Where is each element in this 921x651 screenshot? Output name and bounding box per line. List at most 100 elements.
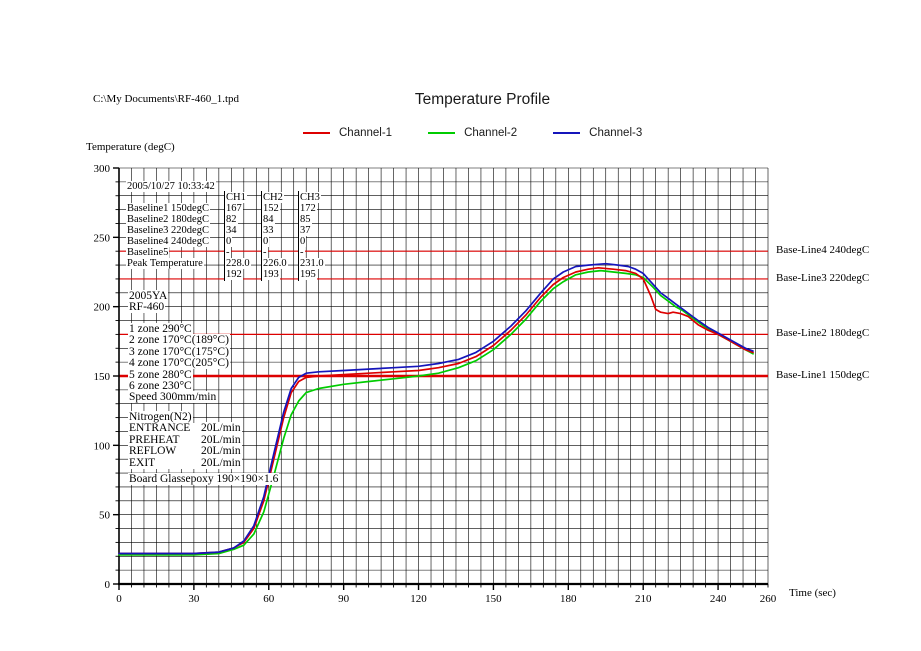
cell-value: 0 — [299, 236, 307, 247]
row-label: Baseline3 220degC — [126, 225, 210, 236]
cell-value: 85 — [299, 214, 312, 225]
table-header-row: CH1 CH2 CH3 — [126, 192, 336, 203]
legend-item-channel-2: Channel-2 — [428, 127, 517, 139]
cell-value: 193 — [262, 269, 280, 280]
channel-1-label: Channel-1 — [339, 127, 393, 139]
timestamp: 2005/10/27 10:33:42 — [126, 181, 216, 192]
svg-text:120: 120 — [410, 593, 427, 605]
cell-value: 0 — [262, 236, 270, 247]
cell-value: 33 — [262, 225, 275, 236]
table-row: 192 193 195 — [126, 269, 336, 280]
row-label: Baseline1 150degC — [126, 203, 210, 214]
table-row: Baseline2 180degC 82 84 85 — [126, 214, 336, 225]
svg-text:0: 0 — [116, 593, 122, 605]
channel-2-label: Channel-2 — [464, 127, 518, 139]
legend-item-channel-3: Channel-3 — [553, 127, 642, 139]
nitrogen-flow-block: Nitrogen(N2) ENTRANCE 20L/min PREHEAT 20L/… — [128, 411, 242, 470]
board-info-text: Board Glassepoxy 190×190×1.6 — [128, 473, 280, 485]
col-header-ch2: CH2 — [262, 192, 284, 203]
zone-setting: 5 zone 280°C — [128, 368, 193, 381]
channel-1-line-swatch — [303, 132, 330, 134]
svg-text:150: 150 — [94, 371, 111, 383]
svg-text:210: 210 — [635, 593, 652, 605]
cell-value: 226.0 — [262, 258, 288, 269]
svg-text:60: 60 — [263, 593, 275, 605]
table-row: Peak Temperature 228.0 226.0 231.0 — [126, 258, 336, 269]
svg-text:50: 50 — [99, 510, 111, 522]
baseline1-label: Base-Line1 150degC — [776, 369, 870, 381]
cell-value: - — [225, 247, 231, 258]
cell-value: 192 — [225, 269, 243, 280]
table-row: Baseline4 240degC 0 0 0 — [126, 236, 336, 247]
profile-info-block: 2005YA RF-460 — [128, 290, 169, 314]
zone-setting: 4 zone 170°C(205°C) — [128, 357, 230, 370]
row-label: Baseline5 — [126, 247, 170, 258]
svg-text:180: 180 — [560, 593, 577, 605]
svg-text:260: 260 — [760, 593, 777, 605]
page-title: Temperature Profile — [414, 91, 551, 108]
svg-text:250: 250 — [94, 232, 111, 244]
col-header-ch1: CH1 — [225, 192, 247, 203]
profile-name: 2005YA — [128, 290, 169, 302]
zone-setting: 1 zone 290°C — [128, 323, 193, 335]
table-column-divider — [261, 191, 262, 281]
legend-item-channel-1: Channel-1 — [303, 127, 392, 139]
row-label: Baseline2 180degC — [126, 214, 210, 225]
gas-flow-value: 20L/min — [200, 445, 242, 458]
cell-value: 34 — [225, 225, 238, 236]
svg-text:200: 200 — [94, 302, 111, 314]
svg-text:300: 300 — [94, 163, 111, 175]
table-row: Baseline3 220degC 34 33 37 — [126, 225, 336, 236]
cell-value: 228.0 — [225, 258, 251, 269]
table-column-divider — [298, 191, 299, 281]
gas-zone-name: REFLOW — [128, 445, 200, 458]
row-label: Baseline4 240degC — [126, 236, 210, 247]
gas-flow-value: 20L/min — [200, 422, 242, 435]
zone-setting: 6 zone 230°C — [128, 380, 193, 393]
chart-legend: Channel-1 Channel-2 Channel-3 — [303, 127, 642, 139]
row-label: Peak Temperature — [126, 258, 204, 269]
conveyor-speed: Speed 300mm/min — [128, 391, 218, 404]
gas-flow-value: 20L/min — [200, 433, 242, 446]
cell-value: - — [299, 247, 305, 258]
cell-value: 152 — [262, 203, 280, 214]
gas-zone-name: ENTRANCE — [128, 422, 200, 435]
cell-value: 82 — [225, 214, 238, 225]
zone-setting: 2 zone 170°C(189°C) — [128, 334, 230, 347]
svg-text:90: 90 — [338, 593, 350, 605]
y-axis-title: Temperature (degC) — [86, 141, 175, 153]
gas-zone-name: EXIT — [128, 457, 200, 470]
channel-3-line-swatch — [553, 132, 581, 134]
cell-value: 172 — [299, 203, 317, 214]
svg-text:30: 30 — [188, 593, 200, 605]
x-axis-title: Time (sec) — [789, 587, 836, 599]
cell-value: 0 — [225, 236, 233, 247]
svg-text:0: 0 — [105, 579, 111, 591]
channel-2-line-swatch — [428, 132, 456, 134]
cell-value: 37 — [299, 225, 312, 236]
col-header-ch3: CH3 — [299, 192, 321, 203]
cell-value: 167 — [225, 203, 243, 214]
table-timestamp-row: 2005/10/27 10:33:42 — [126, 181, 336, 192]
zone-setting: 3 zone 170°C(175°C) — [128, 345, 230, 358]
oven-model: RF-460 — [128, 301, 166, 314]
board-info: Board Glassepoxy 190×190×1.6 — [128, 473, 280, 485]
table-row: Baseline5 - - - — [126, 247, 336, 258]
gas-flow-value: 20L/min — [200, 456, 242, 469]
cell-value: 195 — [299, 269, 317, 280]
channel-3-label: Channel-3 — [589, 127, 643, 139]
baseline2-label: Base-Line2 180degC — [776, 327, 870, 339]
cell-value: - — [262, 247, 268, 258]
table-column-divider — [224, 191, 225, 281]
cell-value: 231.0 — [299, 258, 325, 269]
table-row: Baseline1 150degC 167 152 172 — [126, 203, 336, 214]
svg-text:150: 150 — [485, 593, 502, 605]
gas-zone-name: PREHEAT — [128, 434, 200, 447]
baseline4-label: Base-Line4 240degC — [776, 244, 870, 256]
measurement-table: 2005/10/27 10:33:42 CH1 CH2 CH3 Baseline… — [126, 181, 336, 280]
file-path: C:\My Documents\RF-460_1.tpd — [93, 93, 240, 105]
baseline3-label: Base-Line3 220degC — [776, 272, 870, 284]
svg-text:100: 100 — [94, 440, 111, 452]
